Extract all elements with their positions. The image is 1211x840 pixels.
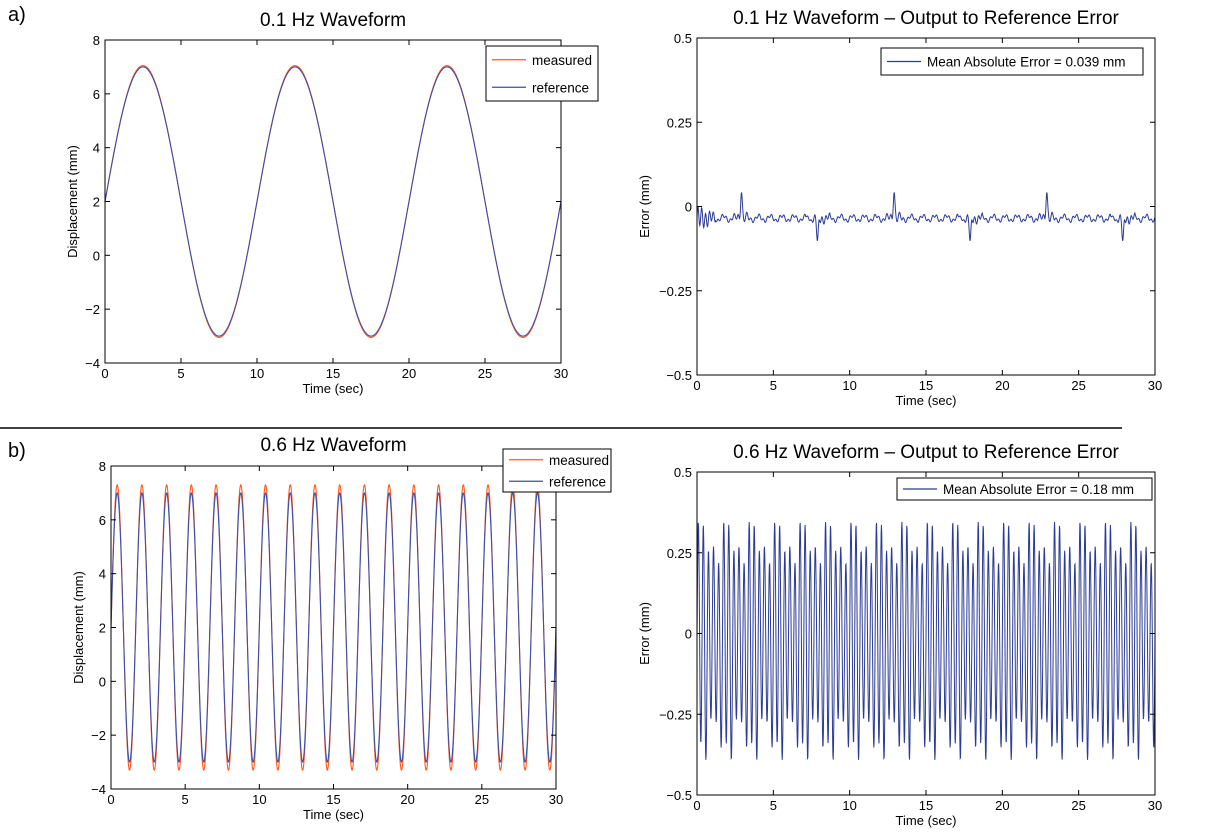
legend-box xyxy=(502,448,612,493)
y-tick-label: −0.5 xyxy=(666,788,692,803)
y-axis-label: Error (mm) xyxy=(637,175,652,238)
legend-entry: Mean Absolute Error = 0.18 mm xyxy=(943,482,1134,497)
chart-b-right: 0.6 Hz Waveform – Output to Reference Er… xyxy=(637,442,1162,828)
x-tick-label: 30 xyxy=(1148,798,1162,813)
y-tick-label: 0 xyxy=(685,627,692,642)
x-tick-label: 15 xyxy=(326,792,340,807)
x-tick-label: 5 xyxy=(770,378,777,393)
x-axis-label: Time (sec) xyxy=(896,393,957,408)
x-tick-label: 25 xyxy=(478,366,492,381)
y-tick-label: −0.25 xyxy=(659,707,692,722)
y-tick-label: −2 xyxy=(85,302,100,317)
y-tick-label: 4 xyxy=(93,141,100,156)
legend-entry: reference xyxy=(549,474,606,489)
y-tick-label: 0.5 xyxy=(674,465,692,480)
y-axis-label: Displacement (mm) xyxy=(65,145,80,258)
y-tick-label: 6 xyxy=(99,513,106,528)
y-tick-label: 0 xyxy=(685,200,692,215)
y-tick-label: −2 xyxy=(91,728,106,743)
x-tick-label: 0 xyxy=(693,378,700,393)
y-tick-label: 4 xyxy=(99,567,106,582)
legend: Mean Absolute Error = 0.18 mm xyxy=(896,477,1153,501)
x-tick-label: 10 xyxy=(842,798,856,813)
y-tick-label: 2 xyxy=(99,621,106,636)
x-tick-label: 5 xyxy=(770,798,777,813)
y-tick-label: 8 xyxy=(93,33,100,48)
x-tick-label: 20 xyxy=(402,366,416,381)
y-tick-label: 0 xyxy=(99,674,106,689)
x-tick-label: 20 xyxy=(400,792,414,807)
panel-label-b: b) xyxy=(8,440,26,462)
x-tick-label: 30 xyxy=(549,792,563,807)
series-line-mean xyxy=(697,192,1155,241)
x-tick-label: 5 xyxy=(182,792,189,807)
x-tick-label: 0 xyxy=(693,798,700,813)
x-tick-label: 15 xyxy=(919,798,933,813)
y-tick-label: 0.5 xyxy=(674,31,692,46)
y-tick-label: −0.5 xyxy=(666,368,692,383)
chart-title: 0.6 Hz Waveform xyxy=(260,435,406,456)
chart-a-right: 0.1 Hz Waveform – Output to Reference Er… xyxy=(637,8,1162,408)
legend: measured reference xyxy=(502,448,612,493)
chart-a-left: 0.1 Hz Waveform 0 5 10 15 20 25 30 −4 −2 0 2 4 6 8 Time… xyxy=(65,10,599,396)
y-tick-label: 6 xyxy=(93,87,100,102)
chart-title: 0.6 Hz Waveform – Output to Reference Er… xyxy=(733,442,1119,463)
x-tick-label: 0 xyxy=(107,792,114,807)
x-tick-label: 25 xyxy=(1071,798,1085,813)
chart-title: 0.1 Hz Waveform xyxy=(260,10,406,31)
x-tick-label: 20 xyxy=(995,378,1009,393)
series-line-mean xyxy=(697,521,1155,761)
x-tick-label: 30 xyxy=(554,366,568,381)
y-tick-label: −4 xyxy=(91,782,106,797)
series-line-reference xyxy=(111,492,556,763)
y-tick-label: −0.25 xyxy=(659,284,692,299)
series-line-reference xyxy=(105,66,561,337)
y-axis-label: Error (mm) xyxy=(637,602,652,665)
chart-title: 0.1 Hz Waveform – Output to Reference Er… xyxy=(733,8,1119,29)
x-tick-label: 15 xyxy=(326,366,340,381)
legend-entry: Mean Absolute Error = 0.039 mm xyxy=(927,55,1125,70)
axes-box xyxy=(696,37,1156,376)
legend-entry: measured xyxy=(549,453,609,468)
legend-entry: measured xyxy=(532,53,592,68)
legend-box xyxy=(880,47,1144,76)
y-tick-label: 2 xyxy=(93,195,100,210)
legend-entry: reference xyxy=(532,80,589,95)
x-tick-label: 10 xyxy=(250,366,264,381)
x-tick-label: 25 xyxy=(475,792,489,807)
y-axis-label: Displacement (mm) xyxy=(71,571,86,684)
x-tick-label: 30 xyxy=(1148,378,1162,393)
y-tick-label: 0.25 xyxy=(667,115,692,130)
y-tick-label: 0 xyxy=(93,248,100,263)
legend: measured reference xyxy=(485,45,599,102)
x-axis-label: Time (sec) xyxy=(303,381,364,396)
y-tick-label: 8 xyxy=(99,459,106,474)
x-tick-label: 10 xyxy=(252,792,266,807)
chart-b-left: 0.6 Hz Waveform 0 5 10 15 20 25 30 −4 −2 0 2 4 6 8 Time… xyxy=(71,435,612,822)
x-axis-label: Time (sec) xyxy=(896,813,957,828)
x-tick-label: 10 xyxy=(842,378,856,393)
x-tick-label: 5 xyxy=(177,366,184,381)
panel-label-a: a) xyxy=(8,4,26,26)
y-tick-label: 0.25 xyxy=(667,546,692,561)
x-axis-label: Time (sec) xyxy=(303,807,364,822)
x-tick-label: 25 xyxy=(1071,378,1085,393)
x-tick-label: 15 xyxy=(919,378,933,393)
y-tick-label: −4 xyxy=(85,356,100,371)
legend-box xyxy=(896,477,1153,501)
legend-box xyxy=(485,45,599,102)
x-tick-label: 0 xyxy=(101,366,108,381)
x-tick-label: 20 xyxy=(995,798,1009,813)
legend: Mean Absolute Error = 0.039 mm xyxy=(880,47,1144,76)
